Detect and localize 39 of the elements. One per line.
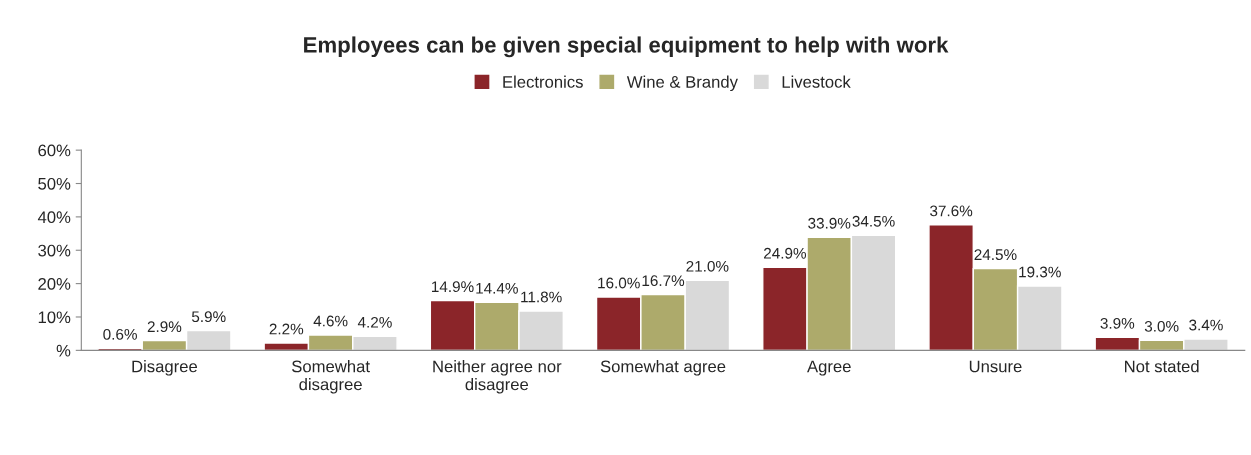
y-tick-label: 30% (38, 244, 71, 257)
data-label: 4.6% (313, 315, 348, 327)
y-tick-label: 40% (37, 211, 71, 224)
data-label: 19.3% (1019, 266, 1061, 278)
data-label: 5.9% (191, 311, 226, 323)
data-label: 33.9% (808, 217, 851, 229)
data-label: 16.0% (598, 277, 640, 289)
x-tick-label: Disagree (132, 360, 198, 376)
data-label: 24.9% (764, 247, 807, 259)
data-label: 34.5% (852, 215, 895, 227)
data-label: 3.4% (1189, 319, 1223, 331)
legend-label: Livestock (782, 75, 851, 88)
data-label: 3.9% (1100, 317, 1135, 329)
y-tick-label: 60% (38, 144, 71, 157)
y-tick-label: 10% (38, 311, 71, 324)
x-tick-label: Not stated (1125, 360, 1199, 373)
chart-title: Employees can be given special equipment to help with work (304, 36, 949, 58)
x-tick-label: Neither agree nor disagree (433, 360, 562, 394)
legend-label: Wine & Brandy (626, 75, 738, 92)
data-label: 16.7% (642, 275, 685, 287)
data-label: 11.8% (521, 291, 562, 303)
x-tick-label: Somewhat disagree (292, 360, 370, 394)
data-label: 24.5% (974, 249, 1017, 261)
data-label: 3.0% (1144, 320, 1179, 332)
data-label: 21.0% (686, 260, 729, 272)
data-label: 14.9% (432, 281, 474, 293)
legend-label: Electronics (503, 75, 583, 88)
data-label: 0.6% (103, 328, 137, 340)
y-tick-label: 50% (38, 177, 71, 190)
x-tick-label: Agree (807, 360, 851, 376)
data-label: 2.2% (269, 323, 304, 335)
x-tick-label: Somewhat agree (600, 360, 726, 376)
data-label: 37.6% (930, 205, 973, 217)
data-label: 2.9% (147, 321, 182, 333)
x-tick-label: Unsure (969, 360, 1022, 373)
data-label: 4.2% (357, 316, 392, 328)
y-tick-label: % (56, 344, 71, 357)
y-tick-label: 20% (38, 278, 71, 290)
data-label: 14.4% (476, 282, 518, 294)
